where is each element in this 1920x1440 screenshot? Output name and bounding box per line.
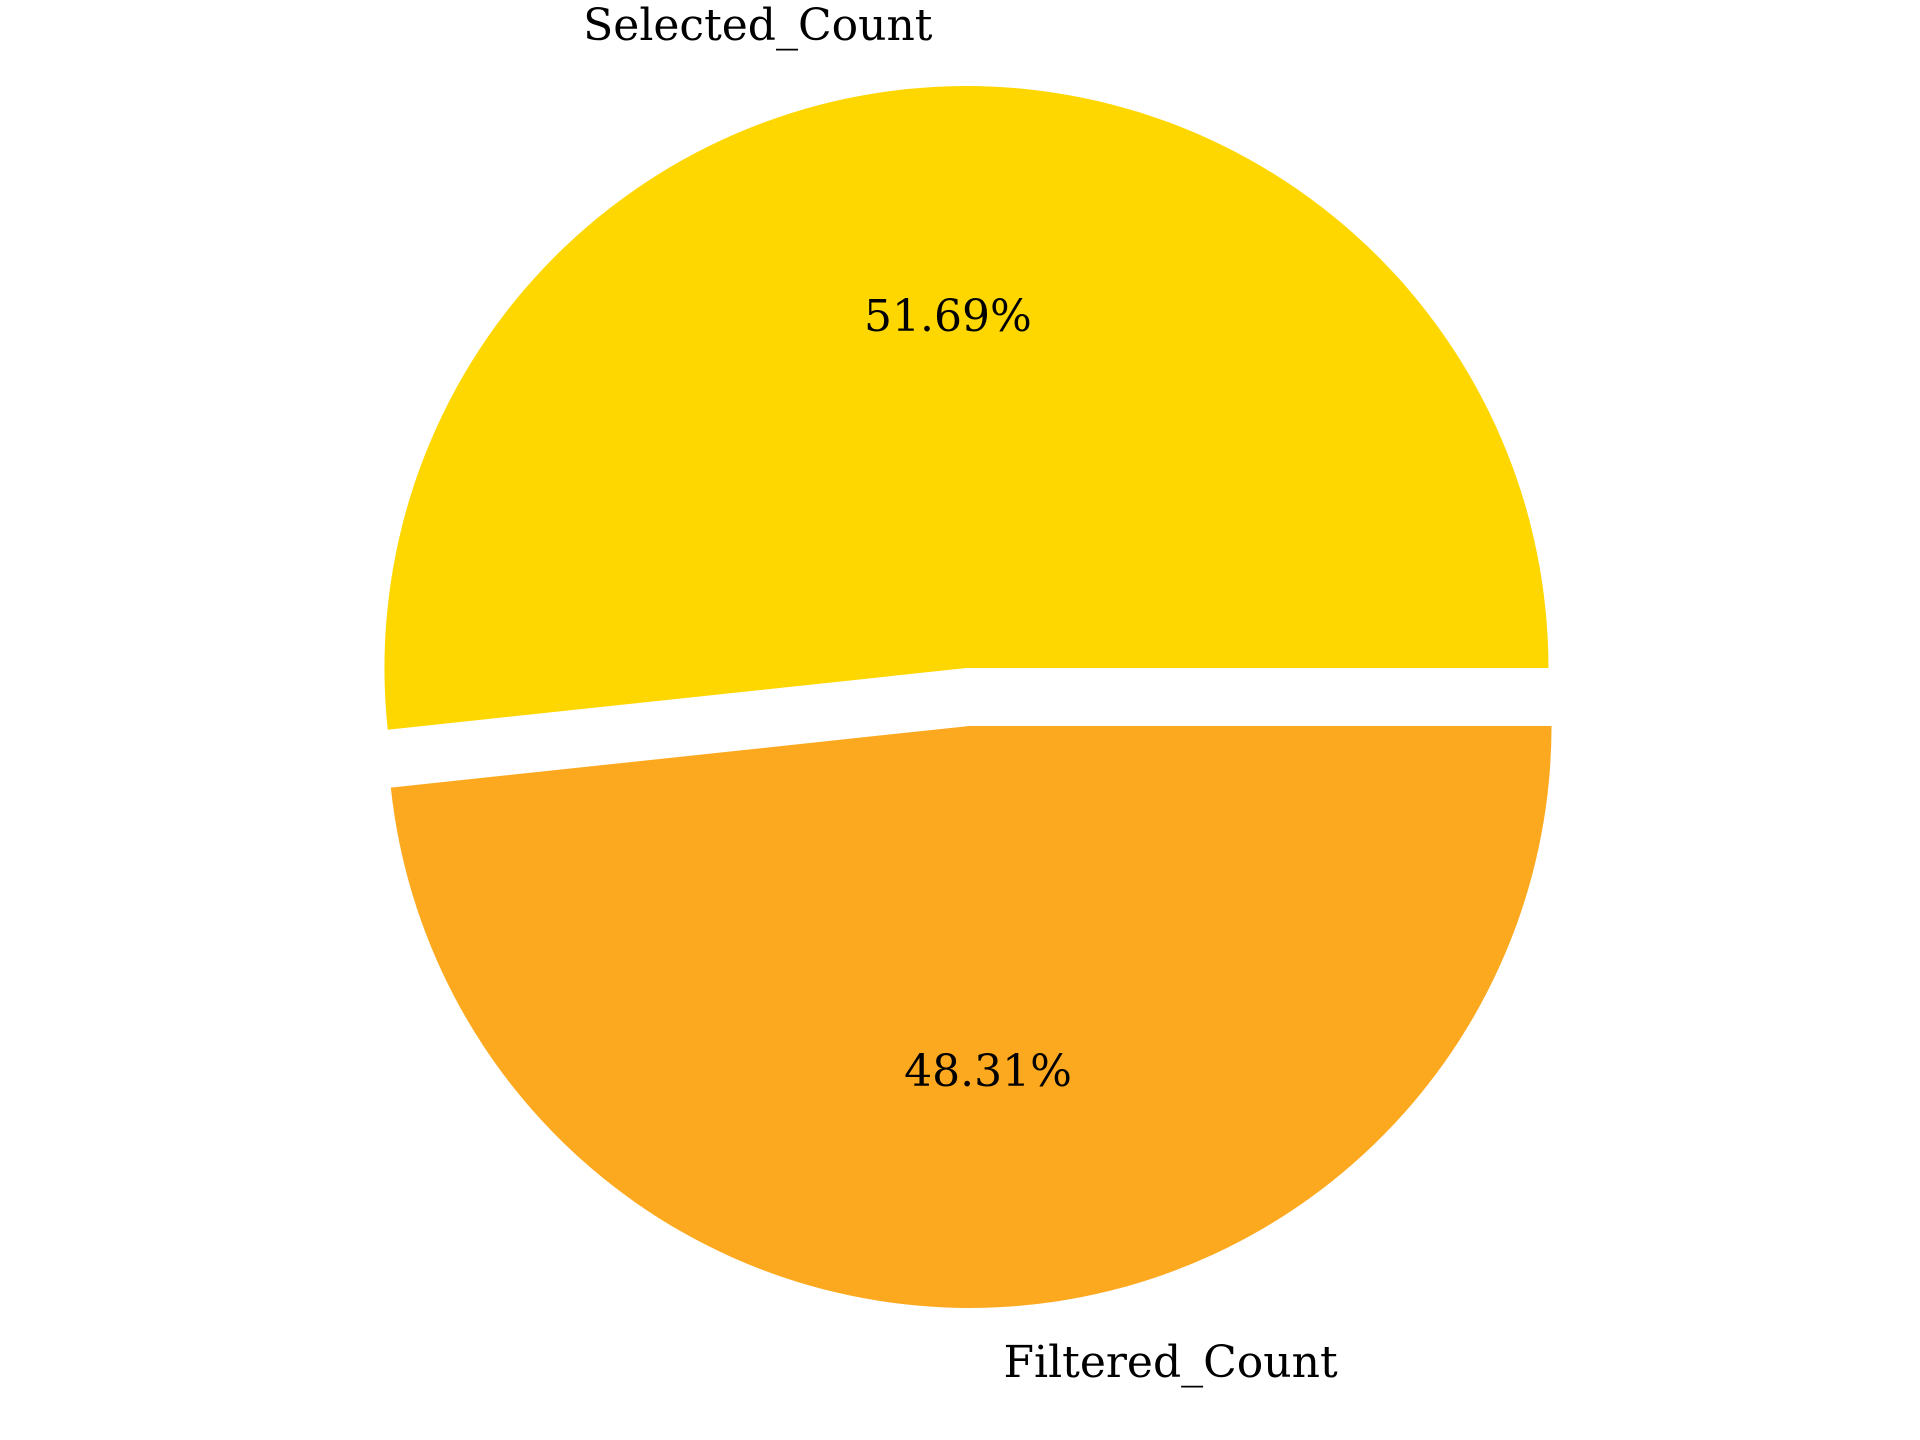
percent-label-selected-count: 51.69% xyxy=(864,291,1032,342)
slice-label-filtered-count: Filtered_Count xyxy=(1004,1337,1338,1388)
pie-slices xyxy=(384,86,1552,1308)
slice-label-selected-count: Selected_Count xyxy=(583,0,933,51)
pie-slice-selected-count xyxy=(384,86,1549,730)
pie-slice-filtered-count xyxy=(390,725,1552,1308)
percent-label-filtered-count: 48.31% xyxy=(904,1046,1072,1097)
pie-labels: Selected_Count 51.69% Filtered_Count 48.31% xyxy=(583,0,1338,1388)
